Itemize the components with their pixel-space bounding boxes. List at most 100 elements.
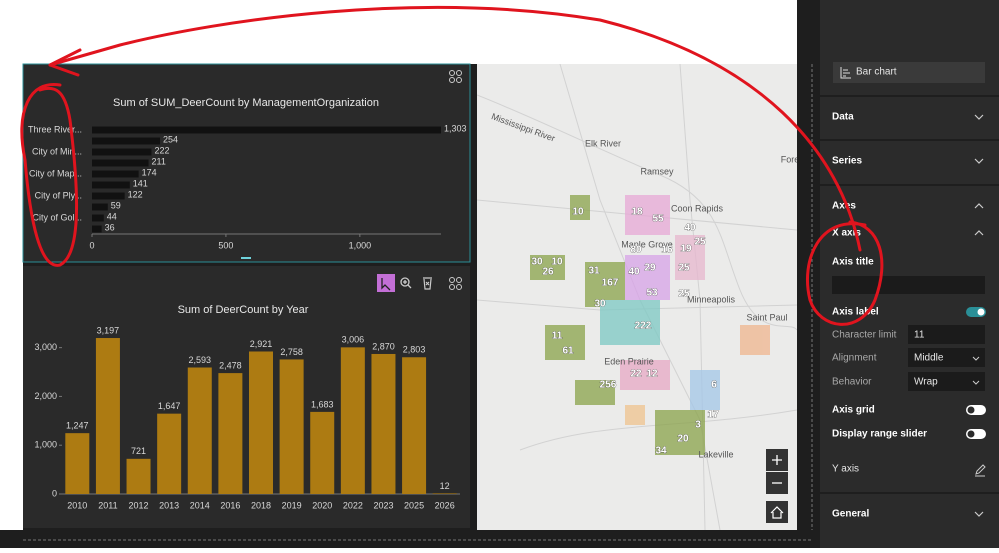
bar[interactable] [92,225,102,233]
bar[interactable] [92,214,104,222]
bar[interactable] [92,203,108,211]
cluster-label[interactable]: 30 [594,298,606,310]
field-label: Character limit [832,330,897,341]
subsection-header[interactable]: Y axis [832,464,859,475]
cluster-label[interactable]: 11 [551,330,563,342]
edit-icon[interactable] [975,464,986,477]
x-tick-label: 2014 [190,500,210,510]
place-label: Coon Rapids [671,203,724,213]
widget-menu-icon[interactable] [449,70,462,83]
field-label: Behavior [832,377,872,388]
selection-tool[interactable] [377,274,395,292]
field-value: Wrap [914,377,938,388]
cluster-label[interactable]: 80 [630,244,642,256]
cluster-label[interactable]: 31 [588,265,600,277]
bar[interactable] [92,159,149,167]
cluster-label[interactable]: 10 [572,206,584,218]
subsection-header[interactable]: X axis [832,228,861,239]
bar[interactable] [432,493,457,494]
bar[interactable] [249,351,273,494]
category-label: Three River... [28,124,82,134]
bar[interactable] [187,367,212,494]
cluster-label[interactable]: 61 [562,345,574,357]
category-label: City of Gol... [32,212,82,222]
cluster-label[interactable]: 20 [677,433,689,445]
bar[interactable] [92,181,130,189]
expand-icon[interactable] [974,158,984,164]
cluster-label[interactable]: 22 [630,368,642,380]
cluster-label[interactable]: 18 [631,206,643,218]
cluster-label[interactable]: 25 [678,262,690,274]
bar[interactable] [126,458,151,494]
cluster-label[interactable]: 25 [694,236,706,248]
text-input[interactable] [832,276,985,294]
bar[interactable] [279,359,304,494]
map-zoom[interactable] [766,449,788,523]
map[interactable]: Elk River Ramsey Coon Rapids Maple Grove Min… [477,64,799,530]
cluster-label[interactable]: 40 [684,222,696,234]
expand-icon[interactable] [974,114,984,120]
chart-type: Bar chart [856,67,897,78]
cluster-label[interactable]: 6 [711,379,718,391]
bar[interactable] [92,148,152,156]
zoom-tool[interactable] [400,277,412,289]
bar[interactable] [157,413,182,494]
bar[interactable] [92,170,139,178]
cluster-label[interactable]: 3 [695,419,702,431]
settings-panel [820,0,999,548]
section-header[interactable]: General [832,509,869,520]
bar[interactable] [402,357,427,494]
cluster-label[interactable]: 167 [601,277,619,289]
collapse-icon[interactable] [974,230,984,236]
number-input[interactable] [908,325,985,344]
cluster-label[interactable]: 256 [599,379,617,391]
widget-menu-icon[interactable] [449,277,462,290]
bar[interactable] [310,411,335,494]
cluster-label[interactable]: 29 [644,262,656,274]
clear-tool[interactable] [423,277,432,290]
cluster-label[interactable]: 53 [646,287,658,299]
cluster-label[interactable]: 25 [678,288,690,300]
chart-title: Sum of SUM_DeerCount by ManagementOrgani… [113,97,379,109]
cluster-label[interactable]: 222 [634,320,652,332]
bar[interactable] [92,126,441,134]
chart-type-box[interactable] [833,62,985,83]
section-header[interactable]: Data [832,112,854,123]
cluster-label[interactable]: 19 [680,243,692,255]
dropdown[interactable] [908,348,985,367]
cluster-label[interactable]: 30 [531,256,543,268]
bar-chart-icon [840,67,851,79]
collapse-icon[interactable] [974,203,984,209]
value-label: 122 [128,189,143,199]
value-label: 1,683 [311,399,334,409]
bar[interactable] [371,353,396,494]
cluster-label[interactable]: 12 [646,368,658,380]
toggle-knob [977,308,985,316]
section-header[interactable]: Axes [832,201,856,212]
bar[interactable] [92,192,125,200]
dropdown[interactable] [908,372,985,391]
home-button[interactable] [766,501,788,523]
x-tick-label: 500 [218,240,233,250]
cluster-label[interactable]: 16 [661,244,673,256]
cluster-label[interactable]: 10 [551,256,563,268]
bar[interactable] [218,373,243,494]
cluster-label[interactable]: 26 [542,266,554,278]
bar[interactable] [65,433,90,494]
section-header[interactable]: Series [832,156,862,167]
chart-widget-1[interactable] [22,63,471,263]
bar[interactable] [340,347,365,494]
expand-icon[interactable] [974,511,984,517]
resize-handle[interactable] [241,257,251,259]
cluster-label[interactable]: 17 [707,409,719,421]
cluster-label[interactable]: 40 [628,266,640,278]
x-tick-label: 2016 [220,500,240,510]
bar[interactable] [92,137,161,145]
toggle-knob [967,430,975,438]
bar[interactable] [95,338,120,494]
place-label: Minneapolis [687,294,736,304]
charts: Sum of SUM_DeerCount by ManagementOrgani… [28,97,467,510]
cluster-label[interactable]: 34 [655,445,667,457]
place-label: Ramsey [640,166,674,176]
cluster-label[interactable]: 55 [652,213,664,225]
